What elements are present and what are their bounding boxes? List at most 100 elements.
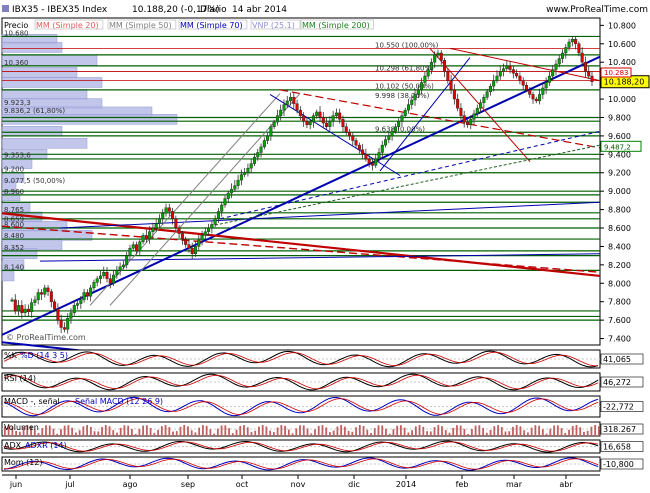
volume-bar — [564, 433, 567, 436]
candle-body — [485, 91, 489, 98]
volume-bar — [545, 433, 548, 436]
y-tick-label: 10.000 — [608, 95, 636, 104]
volume-bar — [142, 425, 145, 436]
volume-bar — [239, 425, 242, 436]
candle-body — [23, 308, 27, 313]
candle-body — [17, 305, 21, 312]
candle-body — [46, 287, 50, 292]
candle-body — [125, 255, 129, 266]
volume-bar — [246, 427, 249, 436]
candle-body — [472, 113, 476, 120]
volume-bar — [123, 425, 126, 436]
candle-body — [128, 248, 132, 256]
volume-bar — [414, 426, 417, 436]
volume-profile-bar — [1, 126, 63, 137]
indicator-legend: %D (14 3 5) — [20, 351, 68, 360]
candle-body — [233, 185, 237, 190]
legend-item-box — [300, 19, 374, 30]
y-tick-label: 10.800 — [608, 21, 636, 30]
candle-body — [72, 305, 76, 313]
candle-body — [131, 244, 135, 249]
volume-bar — [134, 433, 137, 436]
volume-bar — [116, 432, 118, 436]
candle-body — [416, 89, 420, 95]
candle-body — [528, 89, 532, 95]
blue-trend-line — [1, 55, 601, 336]
x-tick-label: oct — [236, 480, 248, 489]
volume-bar — [381, 425, 384, 436]
level-label: 10.680 — [4, 29, 29, 37]
legend-vnp: VNP (25.1) — [252, 21, 295, 30]
candle-body — [587, 71, 591, 77]
volume-bar — [198, 427, 201, 436]
volume-bar — [314, 429, 316, 436]
candle-body — [315, 111, 319, 116]
candle-body — [56, 308, 60, 321]
volume-bar — [463, 428, 466, 436]
x-tick-label: abr — [559, 480, 573, 489]
volume-bar — [441, 426, 443, 436]
candle-body — [135, 244, 139, 252]
volume-bar — [172, 431, 174, 436]
candle-body — [167, 207, 171, 212]
indicator-line — [3, 350, 599, 368]
volume-bar — [302, 425, 305, 436]
volume-bar — [512, 426, 514, 436]
volume-bar — [362, 426, 365, 436]
candle-body — [118, 266, 122, 271]
candle-body — [138, 241, 142, 252]
volume-bar — [138, 428, 141, 436]
volume-bar — [347, 430, 350, 436]
volume-bar — [261, 425, 264, 436]
candle-body — [76, 303, 80, 306]
level-label: 8.765 — [4, 206, 24, 214]
indicator-title: RSI (14) — [4, 374, 36, 383]
candle-body — [384, 139, 388, 146]
volume-bar — [411, 430, 414, 436]
candle-body — [36, 292, 40, 301]
legend-item-box — [107, 19, 177, 30]
candle-body — [295, 103, 299, 111]
candle-body — [275, 115, 279, 123]
candle-body — [498, 71, 502, 77]
volume-bar — [78, 430, 81, 436]
level-label: 8.960 — [4, 188, 24, 196]
volume-bar — [216, 428, 219, 436]
candle-body — [187, 244, 191, 249]
candle-body — [33, 299, 37, 303]
x-tick-label: ago — [123, 480, 138, 489]
indicator-legend: Señal MACD (12 26 9) — [75, 397, 163, 406]
candle-body — [410, 99, 414, 105]
candle-body — [547, 75, 551, 83]
candle-body — [305, 120, 309, 126]
volume-bar — [22, 427, 25, 436]
level-label: 8.659 — [4, 216, 24, 224]
level-label: 8.140 — [4, 263, 24, 271]
volume-bar — [336, 426, 339, 436]
candle-body — [492, 80, 496, 87]
volume-profile-bar — [1, 248, 38, 260]
volume-bar — [220, 425, 223, 436]
volume-bar — [48, 425, 51, 436]
volume-bar — [568, 429, 570, 436]
volume-bar — [310, 433, 313, 436]
candle-body — [456, 98, 460, 109]
candle-body — [420, 82, 424, 91]
candle-body — [400, 115, 404, 122]
level-label: 9.638 (0,00%) — [375, 125, 425, 133]
candle-body — [449, 80, 453, 91]
level-label: 9.836,2 (61,80%) — [4, 107, 65, 115]
candle-body — [226, 192, 230, 199]
candle-body — [413, 94, 417, 101]
volume-bar — [89, 426, 92, 436]
candle-body — [85, 292, 89, 297]
volume-bar — [482, 427, 484, 436]
x-tick-label: jul — [64, 480, 75, 489]
indicator-title: Volumen — [4, 423, 39, 432]
candle-body — [331, 115, 335, 122]
volume-bar — [437, 425, 440, 436]
legend-item-box — [178, 19, 248, 30]
candle-body — [259, 146, 263, 153]
y-tick-label: 9.400 — [608, 150, 631, 159]
